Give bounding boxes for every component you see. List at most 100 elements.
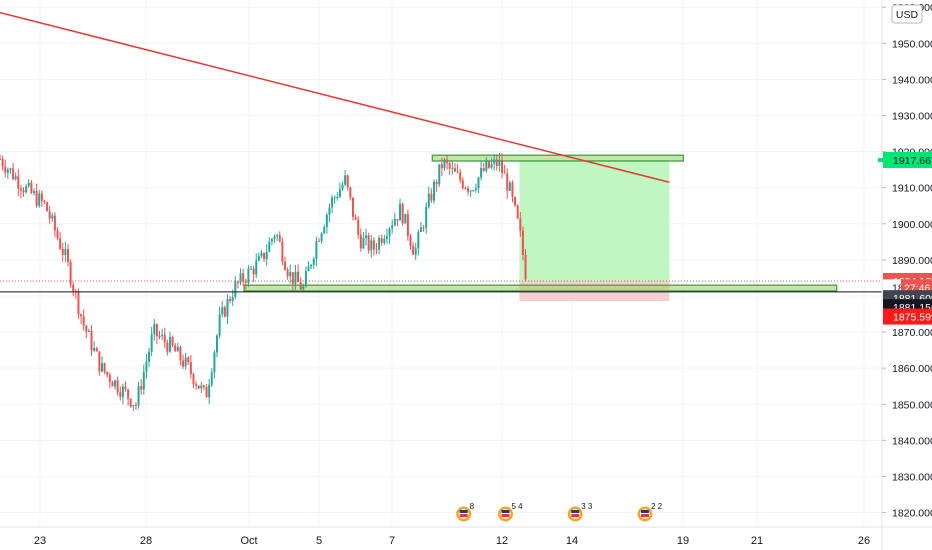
candle-body bbox=[289, 272, 292, 277]
candle-body bbox=[328, 207, 331, 215]
candle-body bbox=[519, 218, 522, 231]
candle-body bbox=[281, 241, 284, 262]
candle-body bbox=[257, 256, 260, 261]
candle-body bbox=[111, 382, 114, 387]
candle-body bbox=[103, 363, 106, 372]
candle-body bbox=[412, 246, 415, 255]
candle-body bbox=[317, 240, 320, 242]
y-tick-label: 1830.000 bbox=[892, 471, 932, 483]
candle-body bbox=[260, 252, 263, 257]
candle-body bbox=[482, 168, 485, 171]
candle-body bbox=[27, 182, 30, 187]
candle-body bbox=[480, 168, 483, 178]
candle-body bbox=[385, 236, 388, 239]
candle-body bbox=[419, 227, 422, 232]
candle-body bbox=[182, 360, 185, 367]
candle-body bbox=[521, 230, 524, 255]
candle-body bbox=[370, 240, 373, 251]
candle-body bbox=[179, 346, 182, 361]
candle-body bbox=[213, 352, 216, 373]
candle-body bbox=[493, 159, 496, 164]
candle-body bbox=[310, 264, 313, 267]
candle-body bbox=[414, 248, 417, 255]
event-flag-canton bbox=[459, 510, 468, 513]
candle-body bbox=[59, 238, 62, 249]
candle-body bbox=[503, 172, 506, 174]
profit-zone bbox=[519, 160, 670, 281]
candle-body bbox=[9, 168, 12, 170]
y-tick-label: 1850.000 bbox=[892, 399, 932, 411]
y-tick-label: 1950.000 bbox=[892, 38, 932, 50]
event-flag-stripe bbox=[640, 514, 649, 517]
event-flag-canton bbox=[640, 510, 649, 513]
event-count: 8 bbox=[470, 502, 475, 511]
candle-body bbox=[166, 342, 169, 352]
candle-body bbox=[467, 188, 470, 192]
economic-events[interactable]: 8 5 4 3 3 2 2 bbox=[455, 502, 663, 523]
candle-body bbox=[176, 346, 179, 352]
resistance-zone bbox=[431, 154, 684, 162]
candle-body bbox=[64, 249, 67, 256]
candle-body bbox=[299, 282, 302, 290]
candle-body bbox=[250, 268, 253, 270]
currency-label: USD bbox=[896, 9, 919, 21]
price-tags: 1917.6671884.16718827:461881.6091881.156… bbox=[878, 152, 932, 325]
y-tick-label: 1930.000 bbox=[892, 111, 932, 123]
event-flag[interactable]: 5 4 bbox=[496, 502, 523, 523]
candle-body bbox=[383, 238, 386, 243]
y-tick-label: 1940.000 bbox=[892, 74, 932, 86]
candle-body bbox=[231, 296, 234, 301]
candle-body bbox=[506, 173, 509, 191]
candle-body bbox=[297, 271, 300, 283]
candle-body bbox=[278, 235, 281, 242]
x-tick-label: 14 bbox=[566, 535, 578, 547]
candle-body bbox=[438, 164, 441, 185]
trendline bbox=[0, 11, 670, 184]
candle-body bbox=[443, 159, 446, 169]
candle-body bbox=[464, 187, 467, 189]
candle-body bbox=[365, 235, 368, 238]
candle-body bbox=[208, 384, 211, 398]
candle-body bbox=[255, 260, 258, 275]
candle-body bbox=[331, 197, 334, 208]
candle-body bbox=[456, 171, 459, 173]
candle-body bbox=[351, 197, 354, 217]
candle-body bbox=[333, 197, 336, 199]
candle-body bbox=[417, 231, 420, 249]
event-flag[interactable]: 8 bbox=[455, 502, 475, 523]
candle-body bbox=[210, 372, 213, 385]
candle-body bbox=[501, 159, 504, 173]
candle-body bbox=[100, 363, 103, 372]
candle-body bbox=[189, 362, 192, 375]
candle-body bbox=[202, 385, 205, 387]
candle-body bbox=[0, 158, 1, 160]
candle-body bbox=[341, 184, 344, 190]
x-tick-label: 12 bbox=[496, 535, 508, 547]
candle-body bbox=[195, 384, 198, 386]
x-tick-label: 23 bbox=[34, 535, 46, 547]
candle-body bbox=[372, 240, 375, 250]
event-flag[interactable]: 2 2 bbox=[636, 502, 663, 523]
time-axis[interactable]: 23 28 Oct 5 7 12 14 19 21 26 bbox=[0, 526, 932, 547]
candle-body bbox=[22, 190, 25, 193]
candle-body bbox=[425, 206, 428, 228]
candle-body bbox=[43, 200, 46, 203]
candle-body bbox=[325, 214, 328, 228]
candle-body bbox=[516, 205, 519, 219]
candle-body bbox=[17, 176, 20, 189]
candle-body bbox=[205, 386, 208, 398]
event-flag[interactable]: 3 3 bbox=[566, 502, 593, 523]
candle-body bbox=[127, 389, 130, 399]
currency-button[interactable]: USD bbox=[891, 4, 923, 24]
candle-body bbox=[302, 286, 305, 290]
candle-body bbox=[477, 177, 480, 189]
candle-body bbox=[430, 193, 433, 201]
price-tag-label: 1917.667 bbox=[893, 155, 932, 167]
candle-body bbox=[142, 371, 145, 390]
x-tick-label: Oct bbox=[240, 535, 257, 547]
candle-body bbox=[69, 261, 72, 285]
candle-body bbox=[19, 188, 22, 191]
candle-body bbox=[388, 228, 391, 237]
